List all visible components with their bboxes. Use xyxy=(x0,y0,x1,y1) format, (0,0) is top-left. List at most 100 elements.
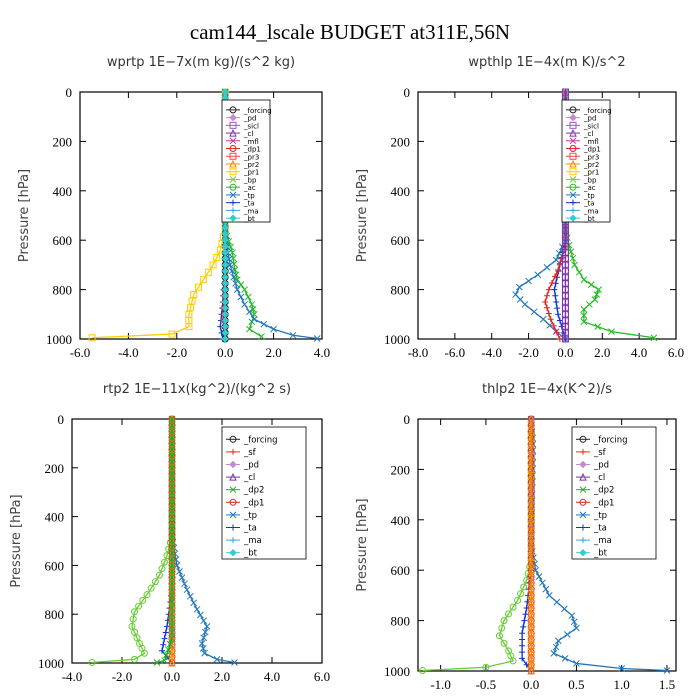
data-point xyxy=(131,628,138,636)
data-point xyxy=(203,623,211,630)
legend-label: _pr2 xyxy=(583,161,599,169)
data-point xyxy=(228,267,236,275)
data-point xyxy=(230,260,238,268)
data-point xyxy=(160,641,167,648)
legend-marker xyxy=(580,448,586,455)
legend-marker xyxy=(579,511,587,519)
data-point xyxy=(199,276,207,284)
legend-marker xyxy=(229,548,237,557)
data-point xyxy=(522,611,529,618)
data-point xyxy=(586,301,593,308)
legend-label: _bt xyxy=(243,215,255,223)
data-point xyxy=(547,316,554,323)
data-point xyxy=(244,293,252,301)
data-point xyxy=(168,568,176,575)
data-point xyxy=(231,659,238,666)
legend-label: _pr3 xyxy=(583,153,599,161)
x-tick-label: 4.0 xyxy=(264,669,280,684)
data-point xyxy=(168,433,176,441)
data-point xyxy=(198,640,206,647)
panel-title: thlp2 1E−4x(K^2)/s xyxy=(482,382,612,397)
data-point xyxy=(233,286,241,293)
x-tick-label: 1.0 xyxy=(614,677,630,692)
data-point xyxy=(213,253,221,261)
data-point xyxy=(500,639,508,647)
data-point xyxy=(587,281,595,289)
data-point xyxy=(131,655,138,663)
data-point xyxy=(168,531,176,539)
data-point xyxy=(166,640,174,648)
data-point xyxy=(246,325,253,333)
y-tick-label: 400 xyxy=(53,184,73,199)
legend-label: _mfl xyxy=(243,138,259,146)
legend-marker xyxy=(229,106,237,114)
data-point xyxy=(204,268,212,276)
data-point xyxy=(550,322,557,329)
data-point xyxy=(560,605,568,613)
legend-marker xyxy=(229,486,237,494)
legend-label: _cl xyxy=(243,130,253,138)
data-point xyxy=(241,286,248,293)
y-tick-label: 200 xyxy=(53,134,73,149)
data-point xyxy=(241,301,248,308)
plot-frame xyxy=(71,418,323,664)
data-point xyxy=(88,659,96,667)
x-tick-label: -6.0 xyxy=(445,345,466,360)
legend-label: _sf xyxy=(243,448,257,458)
y-axis-label: Pressure [hPa] xyxy=(9,494,24,587)
data-point xyxy=(226,261,234,269)
series-line xyxy=(422,419,532,672)
data-point xyxy=(580,276,588,284)
legend-marker xyxy=(569,191,577,199)
y-tick-label: 800 xyxy=(391,283,411,298)
data-point xyxy=(213,655,221,663)
legend-marker xyxy=(229,435,237,443)
x-tick-label: 0.0 xyxy=(164,669,180,684)
y-tick-label: 800 xyxy=(391,614,411,629)
data-point xyxy=(201,649,208,657)
data-point xyxy=(200,617,208,625)
x-tick-label: -4.0 xyxy=(481,345,502,360)
data-point xyxy=(187,304,195,312)
plot-frame xyxy=(79,91,323,340)
data-point xyxy=(162,629,169,636)
data-point xyxy=(546,322,554,329)
data-point xyxy=(558,254,565,261)
y-tick-label: 0 xyxy=(404,412,411,427)
data-point xyxy=(168,586,176,594)
y-tick-label: 600 xyxy=(391,233,411,248)
data-point xyxy=(558,323,565,330)
legend-marker xyxy=(230,448,236,455)
data-point xyxy=(313,335,321,342)
data-point xyxy=(168,598,176,606)
data-point xyxy=(143,591,151,599)
y-tick-label: 1000 xyxy=(46,332,72,347)
data-point xyxy=(163,651,170,659)
y-tick-label: 600 xyxy=(53,233,73,248)
legend-marker xyxy=(229,137,237,145)
legend-marker xyxy=(229,168,237,176)
data-point xyxy=(555,311,562,318)
legend-label: _forcing xyxy=(243,107,272,115)
data-point xyxy=(196,611,204,619)
data-point xyxy=(168,519,176,527)
data-point xyxy=(168,440,176,447)
data-point xyxy=(556,317,563,324)
legend-label: _dp1 xyxy=(243,498,264,508)
data-point xyxy=(133,634,141,642)
data-point xyxy=(289,331,297,339)
x-tick-label: 2.0 xyxy=(265,345,281,360)
data-point xyxy=(190,291,198,299)
legend-label: _pr1 xyxy=(243,169,259,177)
data-point xyxy=(545,592,553,599)
data-point xyxy=(525,277,532,285)
data-point xyxy=(186,592,194,600)
legend-marker xyxy=(569,106,577,114)
data-point xyxy=(591,296,599,303)
data-point xyxy=(168,555,176,563)
panel-title: wpthlp 1E−4x(m K)/s^2 xyxy=(468,55,625,70)
x-tick-label: 6.0 xyxy=(668,345,684,360)
data-point xyxy=(258,333,265,340)
x-tick-label: -0.5 xyxy=(476,677,497,692)
legend-marker xyxy=(579,472,587,481)
